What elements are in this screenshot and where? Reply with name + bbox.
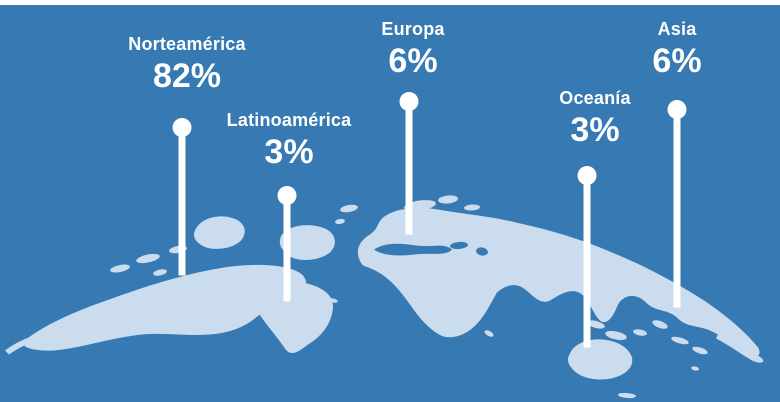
region-label-europa: Europa 6%: [381, 19, 444, 81]
tasmania: [618, 392, 636, 399]
arctic-island: [153, 269, 167, 276]
aleutian-islands: [5, 335, 38, 355]
top-white-strip: [0, 0, 780, 5]
region-value: 3%: [570, 111, 620, 149]
se-asia-island: [633, 329, 647, 336]
baffin-island: [194, 216, 245, 249]
scandinavia-island: [438, 195, 458, 204]
pacific-island-arc: [716, 334, 764, 363]
se-asia-island: [587, 320, 605, 329]
region-name: Asia: [657, 19, 697, 39]
continent-south-america: [249, 281, 334, 354]
mediterranean-sea: [374, 243, 452, 256]
se-asia-island: [692, 346, 708, 355]
region-label-norteamerica: Norteamérica 82%: [128, 34, 245, 96]
se-asia-island: [652, 320, 668, 329]
region-name: Latinoamérica: [226, 110, 352, 130]
pin-asia: [667, 100, 687, 308]
pin-europa: [399, 92, 419, 235]
arctic-island: [110, 264, 130, 273]
pacific-island: [691, 366, 699, 371]
region-value: 82%: [152, 57, 222, 95]
region-label-latinoamerica: Latinoamérica 3%: [227, 110, 352, 172]
world-map: [5, 92, 764, 399]
iceland: [340, 204, 358, 213]
continents-group: [5, 195, 764, 399]
region-label-asia: Asia 6%: [652, 19, 701, 81]
region-value: 3%: [264, 133, 314, 171]
region-value: 6%: [652, 42, 702, 80]
atlantic-island: [335, 218, 345, 225]
region-label-oceania: Oceanía 3%: [559, 88, 630, 150]
greenland: [279, 225, 335, 260]
region-name: Norteamérica: [128, 34, 246, 54]
caspian-sea: [476, 247, 488, 256]
pins-group: [172, 92, 687, 348]
black-sea: [450, 241, 468, 250]
se-asia-island: [671, 336, 689, 345]
blue-map-panel: [0, 5, 780, 402]
arctic-island: [136, 253, 160, 264]
pin-oceania: [577, 166, 597, 348]
madagascar: [484, 330, 494, 337]
se-asia-island: [605, 330, 627, 341]
continent-australia: [567, 339, 633, 380]
continent-north-america: [23, 264, 306, 351]
pin-latinoamerica: [277, 186, 297, 302]
region-name: Europa: [381, 19, 445, 39]
pin-norteamerica: [172, 118, 192, 276]
scandinavia-island: [464, 204, 480, 211]
continent-afro-eurasia: [357, 207, 760, 357]
region-name: Oceanía: [559, 88, 631, 108]
region-value: 6%: [388, 42, 438, 80]
